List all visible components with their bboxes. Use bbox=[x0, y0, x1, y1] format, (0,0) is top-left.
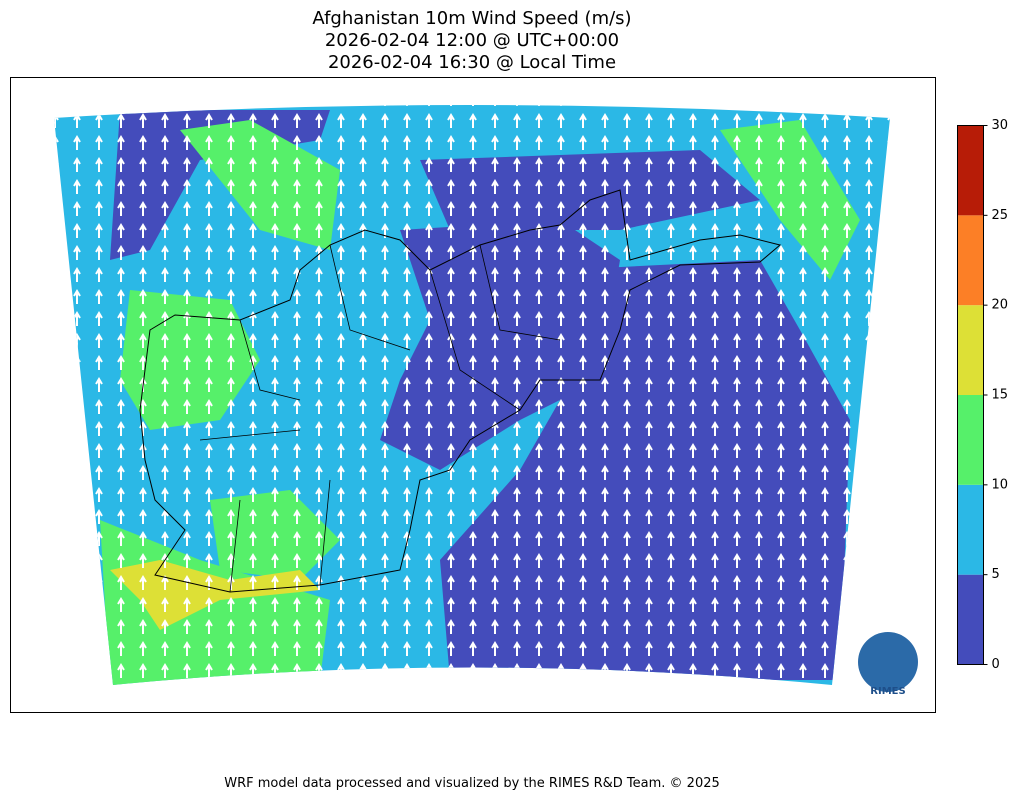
colorbar-tick-label: 30 bbox=[992, 118, 1009, 133]
colorbar-tick-label: 10 bbox=[992, 477, 1009, 492]
colorbar-tick-label: 25 bbox=[992, 208, 1009, 223]
colorbar-segment bbox=[957, 125, 984, 216]
colorbar-segment bbox=[957, 395, 984, 485]
wind-field bbox=[54, 105, 890, 685]
colorbar-tick-label: 15 bbox=[992, 388, 1009, 403]
country-border bbox=[139, 189, 782, 593]
logo-text: RIMES bbox=[870, 686, 905, 697]
title-line: 2026-02-04 16:30 @ Local Time bbox=[328, 52, 616, 73]
title-line: Afghanistan 10m Wind Speed (m/s) bbox=[312, 8, 631, 29]
province-border bbox=[199, 244, 561, 593]
colorbar-segment bbox=[957, 484, 984, 575]
logo-emblem bbox=[858, 632, 918, 692]
colorbar-tick-label: 20 bbox=[992, 298, 1009, 313]
colorbar-segment bbox=[957, 574, 984, 665]
map-frame bbox=[10, 77, 936, 713]
colorbar-tick-label: 0 bbox=[992, 657, 1000, 672]
title-line: 2026-02-04 12:00 @ UTC+00:00 bbox=[325, 30, 619, 51]
footer: WRF model data processed and visualized … bbox=[224, 776, 720, 791]
colorbar-segment bbox=[957, 305, 984, 395]
colorbar-segment bbox=[957, 215, 984, 306]
colorbar-tick-label: 5 bbox=[992, 567, 1000, 582]
